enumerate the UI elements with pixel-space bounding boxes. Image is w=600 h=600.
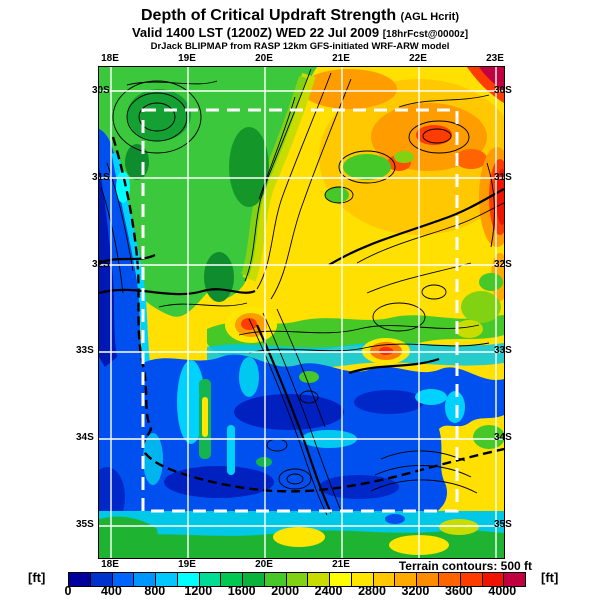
model-line: DrJack BLIPMAP from RASP 12km GFS-initia… <box>150 41 450 52</box>
colorbar-tick-0: 0 <box>64 584 72 598</box>
lat-label-left-35S: 35S <box>76 519 94 530</box>
colorbar-segment-10 <box>286 573 309 586</box>
colorbar-tick-2800: 2800 <box>358 584 386 598</box>
colorbar-segment-18 <box>460 573 483 586</box>
colorbar-unit-left: [ft] <box>28 570 46 585</box>
colorbar-segment-17 <box>439 573 461 586</box>
colorbar-segment-14 <box>373 573 396 586</box>
colorbar-tick-4000: 4000 <box>488 584 517 598</box>
lat-label-right-33S: 33S <box>494 345 512 356</box>
colorbar-segment-9 <box>264 573 287 586</box>
valid-time-line: Valid 1400 LST (1200Z) WED 22 Jul 2009 [… <box>0 25 600 40</box>
colorbar-segment-5 <box>177 573 200 586</box>
colorbar-segment-20 <box>504 573 526 586</box>
colorbar-tick-2400: 2400 <box>314 584 343 598</box>
map-frame <box>98 66 505 559</box>
lon-label-top-23E: 23E <box>486 53 504 64</box>
page-title: Depth of Critical Updraft Strength (AGL … <box>0 7 600 25</box>
lat-label-left-33S: 33S <box>76 345 94 356</box>
lon-label-bottom-19E: 19E <box>178 559 196 570</box>
lon-label-bottom-18E: 18E <box>101 559 119 570</box>
lat-label-right-35S: 35S <box>494 519 512 530</box>
colorbar-tick-3600: 3600 <box>444 584 473 598</box>
colorbar-segment-15 <box>395 573 418 586</box>
lat-label-right-30S: 30S <box>494 85 512 96</box>
colorbar-segment-2 <box>112 573 135 586</box>
colorbar-segment-0 <box>69 573 91 586</box>
colorbar-segment-8 <box>243 573 265 586</box>
colorbar-unit-right: [ft] <box>541 570 559 585</box>
map-plot <box>99 67 504 558</box>
lon-label-top-18E: 18E <box>101 53 119 64</box>
terrain-note: Terrain contours: 500 ft <box>398 559 532 573</box>
lat-label-right-31S: 31S <box>494 172 512 183</box>
title-main: Depth of Critical Updraft Strength <box>140 7 397 24</box>
lat-label-right-32S: 32S <box>494 259 512 270</box>
colorbar-tick-2000: 2000 <box>271 584 300 598</box>
lon-label-top-22E: 22E <box>409 53 427 64</box>
lon-label-top-21E: 21E <box>332 53 350 64</box>
colorbar-segment-6 <box>199 573 222 586</box>
colorbar-segment-16 <box>417 573 440 586</box>
lon-label-top-19E: 19E <box>178 53 196 64</box>
title-suffix: (AGL Hcrit) <box>400 11 460 23</box>
valid-main: Valid 1400 LST (1200Z) WED 22 Jul 2009 <box>131 25 380 40</box>
latlon-grid <box>99 67 504 558</box>
colorbar-segment-11 <box>308 573 331 586</box>
valid-suffix: [18hrFcst@0000z] <box>382 29 469 40</box>
lat-label-left-32S: 32S <box>92 259 110 270</box>
colorbar <box>68 572 526 587</box>
lat-label-right-34S: 34S <box>494 432 512 443</box>
lat-label-left-31S: 31S <box>92 172 110 183</box>
colorbar-segment-4 <box>156 573 178 586</box>
colorbar-tick-400: 400 <box>100 584 122 598</box>
coastline <box>111 136 504 493</box>
lat-label-left-34S: 34S <box>76 432 94 443</box>
colorbar-segment-7 <box>221 573 244 586</box>
colorbar-tick-800: 800 <box>144 584 166 598</box>
lat-label-left-30S: 30S <box>92 85 110 96</box>
colorbar-segment-12 <box>330 573 352 586</box>
colorbar-segment-13 <box>351 573 374 586</box>
colorbar-segment-3 <box>134 573 157 586</box>
colorbar-tick-1600: 1600 <box>227 584 256 598</box>
colorbar-segment-1 <box>90 573 113 586</box>
colorbar-segment-19 <box>482 573 505 586</box>
lon-label-bottom-21E: 21E <box>332 559 350 570</box>
colorbar-tick-3200: 3200 <box>401 584 430 598</box>
domain-boundary <box>141 108 459 513</box>
lon-label-top-20E: 20E <box>255 53 273 64</box>
lon-label-bottom-20E: 20E <box>255 559 273 570</box>
colorbar-tick-1200: 1200 <box>184 584 213 598</box>
